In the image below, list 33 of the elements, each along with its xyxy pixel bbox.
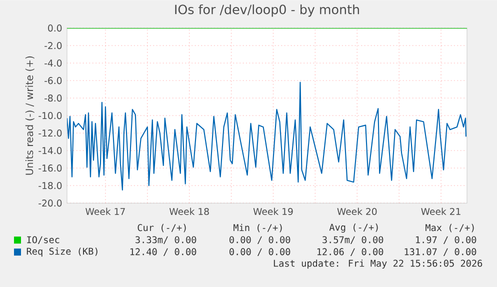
- x-tick-label: Week 19: [253, 208, 293, 215]
- text: Min (-/+): [234, 224, 282, 232]
- text: 12.40 / 0.00: [130, 248, 196, 256]
- text: 131.07 / 0.00: [404, 248, 476, 256]
- y-tick-label: -18.0: [38, 182, 62, 190]
- chart-title: IOs for /dev/loop0 - by month: [175, 4, 359, 17]
- text: Cur (-/+): [138, 224, 186, 232]
- y-tick-label: -8.0: [44, 94, 62, 102]
- text: Avg (-/+): [329, 224, 378, 233]
- legend-label: IO/sec: [27, 236, 60, 244]
- x-tick-label: Week 21: [421, 208, 460, 215]
- y-tick-label: -12.0: [38, 130, 62, 137]
- text: 0.00 / 0.00: [230, 248, 290, 256]
- y-tick-label: -6.0: [44, 77, 62, 84]
- y-tick-label: 0.0: [48, 24, 62, 32]
- y-axis-title: Units read (-) / write (+): [25, 56, 34, 175]
- x-tick-label: Week 20: [337, 208, 377, 215]
- y-tick-label: -10.0: [38, 112, 62, 120]
- y-tick-label: -2.0: [44, 42, 62, 50]
- y-tick-label: -16.0: [38, 164, 62, 172]
- y-tick-label: -4.0: [44, 60, 62, 67]
- y-tick-label: -14.0: [38, 147, 62, 154]
- text: 1.97 / 0.00: [416, 236, 476, 244]
- text: 3.57m/ 0.00: [322, 236, 384, 244]
- text: 3.33m/ 0.00: [136, 236, 196, 244]
- text: 0.00 / 0.00: [230, 236, 290, 244]
- text: Last update: Fri May 22 15:56:05 2026: [274, 260, 482, 269]
- x-tick-label: Week 17: [86, 208, 125, 215]
- x-tick-label: Week 18: [169, 208, 209, 215]
- legend-label: Req Size (KB): [26, 248, 98, 257]
- text: Max (-/+): [426, 224, 474, 232]
- y-tick-label: -20.0: [38, 200, 62, 207]
- text: 12.06 / 0.00: [317, 248, 384, 256]
